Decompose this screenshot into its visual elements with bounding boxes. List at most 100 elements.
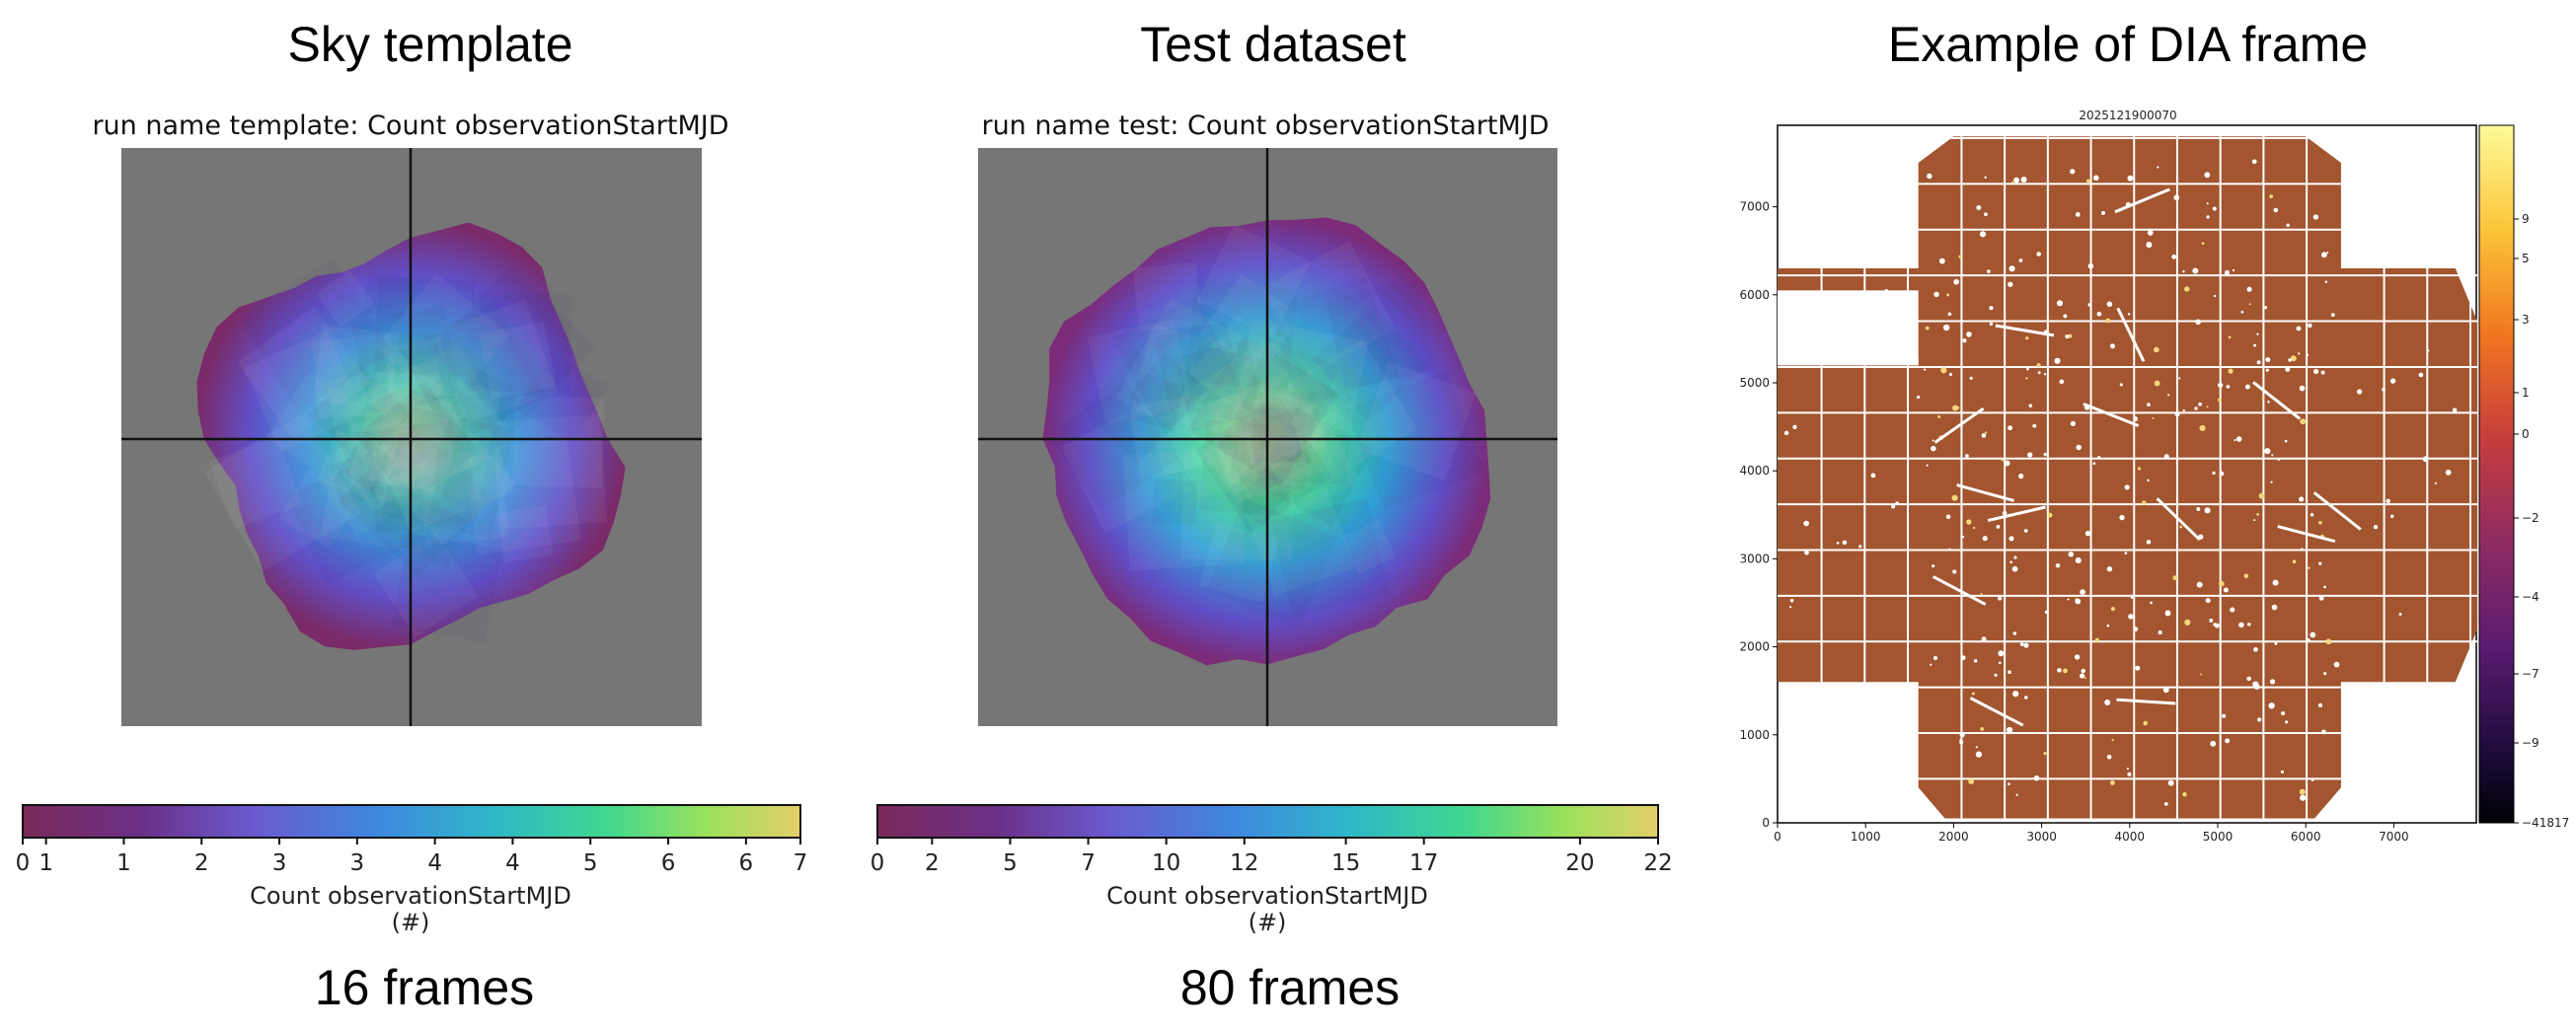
star [1895, 501, 1899, 505]
star [2246, 286, 2252, 292]
star [2206, 215, 2210, 219]
sky-patch [1239, 337, 1339, 437]
x-tick-label: 4000 [2115, 830, 2146, 844]
sky-patch [1270, 498, 1390, 618]
y-tick-label: 6000 [1739, 288, 1770, 302]
star [2284, 439, 2288, 443]
star [1962, 338, 1967, 343]
sky-patch [376, 444, 437, 505]
sky-patch [354, 381, 479, 505]
sky-patch [375, 273, 510, 409]
plot-title: run name test: Count observationStartMJD [981, 110, 1549, 141]
star [1804, 550, 1809, 555]
star [2143, 720, 2148, 726]
sky-patch [1267, 276, 1400, 408]
star [2256, 332, 2259, 335]
star [2218, 382, 2224, 388]
sky-patch [1128, 352, 1207, 431]
star [2373, 525, 2379, 530]
sky-patch [479, 321, 557, 400]
star [2218, 580, 2225, 587]
sky-patch [391, 533, 502, 643]
colorbar-tick-label: 17 [1409, 850, 1438, 876]
sky-patch [511, 395, 605, 488]
star [2008, 425, 2013, 431]
star [2013, 177, 2020, 184]
sky-patch [1152, 479, 1198, 525]
y-tick-label: 0 [1762, 816, 1770, 830]
star [1788, 606, 1792, 609]
star [1947, 312, 1952, 317]
sky-patch [1122, 448, 1246, 571]
star [2199, 424, 2206, 431]
star [2198, 402, 2202, 406]
star [1932, 439, 1934, 442]
star [1994, 673, 1998, 677]
streak [1933, 406, 1985, 444]
star [2119, 514, 2125, 521]
streak [2116, 698, 2176, 705]
star [2182, 791, 2187, 797]
colorbar [876, 804, 1659, 839]
star [2153, 346, 2159, 353]
star [2306, 353, 2309, 357]
streak [1932, 575, 1987, 606]
colorbar-tick-label: 4 [427, 850, 442, 876]
star [2270, 480, 2273, 483]
star [2070, 169, 2076, 175]
colorbar-label: Count observationStartMJD [1106, 882, 1428, 910]
star [1969, 376, 1973, 380]
star [2230, 607, 2235, 613]
star [2163, 802, 2168, 806]
star [2106, 566, 2113, 572]
streak [1995, 324, 2055, 337]
star [2285, 720, 2289, 724]
star [2106, 301, 2113, 308]
star [2092, 175, 2099, 182]
sky-patch [375, 388, 456, 468]
x-tick-label: 5000 [2203, 830, 2234, 844]
star [1937, 415, 1941, 419]
star [2037, 371, 2041, 375]
star [1966, 331, 1972, 337]
star [1981, 636, 1987, 642]
star [2292, 559, 2297, 564]
star [2243, 573, 2249, 579]
star [1979, 231, 1987, 238]
star [2235, 436, 2242, 442]
star [2253, 519, 2256, 522]
colorbar-tick-label: 0 [2522, 427, 2530, 441]
star [2212, 471, 2216, 476]
star [2323, 585, 2326, 589]
star [2015, 793, 2018, 796]
star [2001, 459, 2004, 462]
star [1981, 433, 1987, 438]
star [2321, 254, 2325, 258]
star [2286, 223, 2290, 227]
star [2008, 536, 2014, 542]
star [2261, 397, 2264, 400]
star [2178, 377, 2181, 380]
y-tick-label: 5000 [1739, 376, 1770, 390]
star [2267, 401, 2270, 404]
colorbar-tick-label: 3 [350, 850, 365, 876]
star [2032, 423, 2037, 428]
star [2047, 512, 2053, 518]
star [2094, 637, 2099, 642]
star [2238, 622, 2244, 628]
star [2065, 334, 2070, 339]
sky-patch [1312, 304, 1429, 421]
sky-patch [338, 421, 494, 577]
star [2157, 166, 2159, 169]
star [2330, 313, 2335, 318]
sky-patch [319, 444, 412, 537]
sky-patch [1247, 486, 1356, 596]
colorbar-tick-label: 5 [583, 850, 598, 876]
star [2194, 406, 2198, 410]
star [1803, 520, 1809, 527]
star [2427, 349, 2430, 352]
star [2085, 179, 2090, 184]
star [2106, 754, 2112, 760]
sky-patch [1255, 390, 1351, 485]
colorbar-tick-label: 5 [2522, 252, 2530, 265]
